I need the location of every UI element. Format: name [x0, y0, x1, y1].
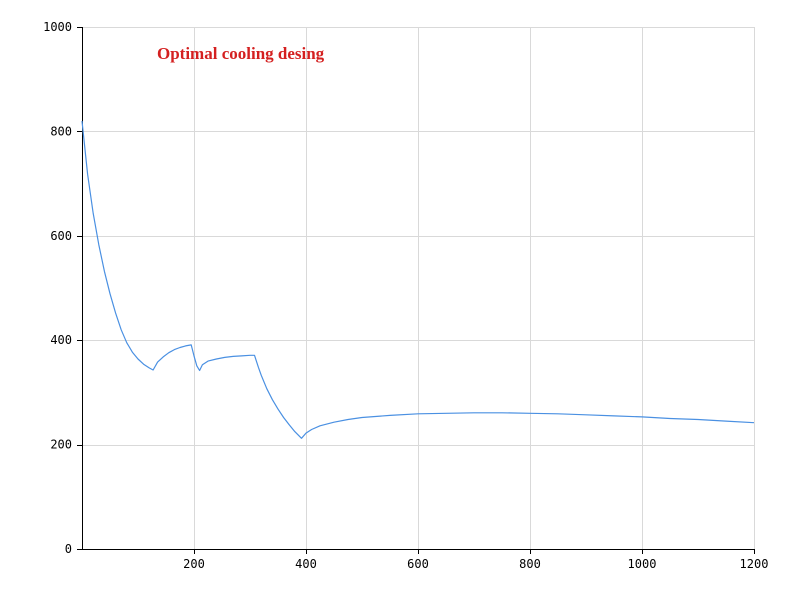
grid [82, 27, 755, 550]
x-tick-label: 1000 [628, 557, 657, 571]
axes [77, 27, 755, 554]
y-tick-label: 600 [50, 229, 72, 243]
y-tick-label: 400 [50, 333, 72, 347]
y-tick-label: 200 [50, 438, 72, 452]
x-tick-label: 600 [407, 557, 429, 571]
series-line [81, 120, 755, 439]
y-tick-label: 0 [65, 542, 72, 556]
x-tick-label: 1200 [740, 557, 769, 571]
x-tick-label: 800 [519, 557, 541, 571]
y-tick-label: 1000 [43, 20, 72, 34]
chart-title: Optimal cooling desing [157, 44, 325, 63]
plot-area [81, 120, 755, 439]
tick-labels: 0 200 400 600 800 1000 200 400 600 800 1000 1200 [43, 20, 768, 571]
y-tick-label: 800 [50, 124, 72, 138]
x-tick-label: 400 [295, 557, 317, 571]
x-tick-label: 200 [183, 557, 205, 571]
